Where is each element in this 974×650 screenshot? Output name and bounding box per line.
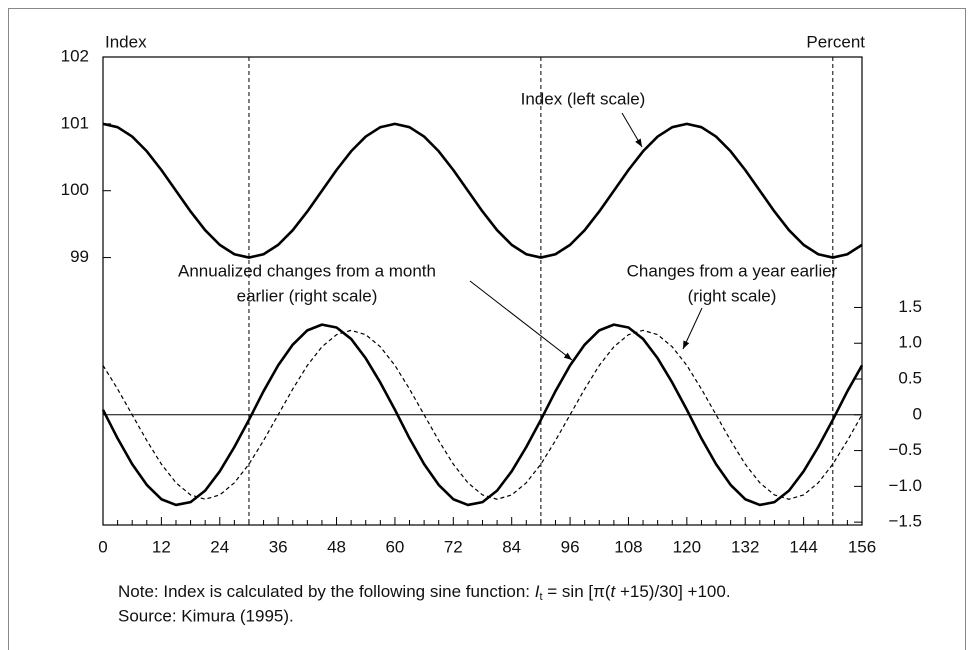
annotation: earlier (right scale): [237, 286, 378, 305]
y-tick-label: 99: [70, 247, 89, 266]
x-tick-label: 156: [848, 537, 876, 556]
panel-border: [8, 8, 966, 650]
y-tick-label: 102: [61, 46, 89, 65]
y-axis-label: Index: [105, 32, 147, 51]
y2-tick-label: 1.5: [898, 297, 922, 316]
x-tick-label: 36: [269, 537, 288, 556]
x-tick-label: 144: [789, 537, 817, 556]
x-tick-label: 108: [614, 537, 642, 556]
x-tick-label: 12: [152, 537, 171, 556]
arrow: [682, 307, 703, 350]
y2-tick-label: 0.5: [898, 369, 922, 388]
source: Source: Kimura (1995).: [118, 606, 294, 625]
y-tick-label: 101: [61, 113, 89, 132]
series-line: [102, 329, 863, 500]
annotation: Changes from a year earlier: [627, 261, 838, 280]
arrow: [469, 280, 573, 361]
y2-tick-label: 1.0: [898, 333, 922, 352]
x-tick-label: 120: [673, 537, 701, 556]
annotation: Annualized changes from a month: [178, 261, 436, 280]
series-line: [101, 323, 864, 507]
y2-tick-label: −1.5: [888, 512, 922, 531]
x-tick-label: 132: [731, 537, 759, 556]
x-tick-label: 96: [561, 537, 580, 556]
y2-tick-label: 0: [913, 404, 922, 423]
annotation: Index (left scale): [521, 89, 646, 108]
note: Note: Index is calculated by the followi…: [118, 582, 731, 602]
x-tick-label: 0: [98, 537, 107, 556]
y2-tick-label: −1.0: [888, 476, 922, 495]
y-tick-label: 100: [61, 180, 89, 199]
x-tick-label: 72: [444, 537, 463, 556]
y2-tick-label: −0.5: [888, 440, 922, 459]
y2-axis-label: Percent: [806, 32, 865, 51]
arrow: [621, 112, 643, 148]
x-tick-label: 24: [210, 537, 229, 556]
annotation: (right scale): [688, 286, 777, 305]
x-tick-label: 60: [385, 537, 404, 556]
series-line: [102, 122, 863, 259]
x-tick-label: 48: [327, 537, 346, 556]
x-tick-label: 84: [502, 537, 521, 556]
